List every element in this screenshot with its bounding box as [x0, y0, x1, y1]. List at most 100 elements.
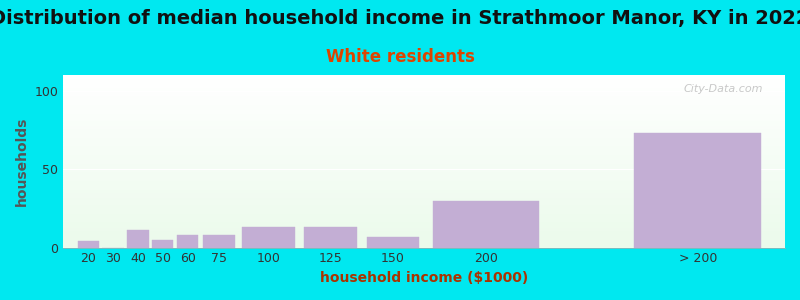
Bar	[63, 99, 785, 101]
Bar	[63, 84, 785, 85]
Bar	[63, 199, 785, 201]
Bar	[63, 137, 785, 139]
Bar	[63, 151, 785, 153]
Bar	[63, 178, 785, 180]
Bar	[63, 103, 785, 104]
Bar	[152, 240, 174, 248]
Bar	[63, 177, 785, 178]
Bar	[63, 132, 785, 134]
Bar	[63, 135, 785, 137]
Bar	[63, 120, 785, 122]
Bar	[203, 235, 234, 247]
Bar	[63, 125, 785, 127]
Bar	[63, 244, 785, 246]
Bar	[63, 153, 785, 154]
Bar	[63, 163, 785, 165]
Bar	[304, 227, 358, 247]
Bar	[63, 180, 785, 182]
Bar	[63, 156, 785, 158]
Bar	[63, 201, 785, 203]
Bar	[63, 75, 785, 77]
Bar	[63, 85, 785, 87]
Bar	[63, 224, 785, 225]
Bar	[63, 148, 785, 149]
Bar	[63, 236, 785, 237]
Bar	[63, 118, 785, 120]
Bar	[63, 170, 785, 172]
Bar	[63, 217, 785, 218]
Bar	[63, 158, 785, 160]
Bar	[63, 111, 785, 113]
Bar	[63, 220, 785, 222]
Text: City-Data.com: City-Data.com	[684, 84, 763, 94]
Bar	[63, 173, 785, 175]
Bar	[63, 246, 785, 247]
Bar	[63, 79, 785, 80]
Bar	[63, 206, 785, 208]
Bar	[63, 98, 785, 99]
Bar	[63, 130, 785, 132]
Bar	[63, 80, 785, 82]
Bar	[242, 227, 295, 247]
Bar	[63, 187, 785, 189]
Bar	[63, 175, 785, 177]
Bar	[63, 210, 785, 211]
Bar	[63, 218, 785, 220]
Bar	[63, 167, 785, 168]
Bar	[63, 89, 785, 91]
Bar	[634, 133, 762, 247]
Bar	[63, 232, 785, 234]
Bar	[63, 113, 785, 115]
Bar	[63, 227, 785, 229]
Y-axis label: households: households	[15, 117, 29, 206]
Bar	[63, 229, 785, 230]
Bar	[63, 182, 785, 184]
Bar	[63, 123, 785, 125]
Bar	[63, 106, 785, 108]
Bar	[63, 242, 785, 244]
Bar	[63, 204, 785, 206]
Text: White residents: White residents	[326, 48, 474, 66]
Bar	[63, 196, 785, 197]
Bar	[63, 128, 785, 130]
Bar	[63, 203, 785, 204]
Bar	[63, 194, 785, 196]
Bar	[63, 110, 785, 111]
Text: Distribution of median household income in Strathmoor Manor, KY in 2022: Distribution of median household income …	[0, 9, 800, 28]
Bar	[78, 241, 98, 248]
Bar	[177, 235, 198, 247]
Bar	[63, 91, 785, 92]
Bar	[63, 149, 785, 151]
Bar	[63, 190, 785, 192]
Bar	[63, 122, 785, 123]
Bar	[63, 222, 785, 224]
Bar	[63, 225, 785, 227]
Bar	[63, 237, 785, 239]
Bar	[63, 92, 785, 94]
Bar	[63, 108, 785, 109]
Bar	[63, 154, 785, 156]
Bar	[63, 142, 785, 144]
Bar	[366, 237, 419, 248]
Bar	[63, 161, 785, 163]
Bar	[63, 172, 785, 173]
Bar	[63, 165, 785, 167]
Bar	[63, 94, 785, 96]
Bar	[63, 116, 785, 118]
Bar	[63, 192, 785, 194]
Bar	[63, 208, 785, 210]
Bar	[63, 213, 785, 215]
Bar	[63, 115, 785, 116]
Bar	[63, 211, 785, 213]
X-axis label: household income ($1000): household income ($1000)	[320, 271, 528, 285]
Bar	[63, 230, 785, 232]
Bar	[63, 82, 785, 84]
Bar	[63, 239, 785, 241]
Bar	[63, 168, 785, 170]
Bar	[63, 146, 785, 148]
Bar	[63, 160, 785, 161]
Bar	[63, 144, 785, 146]
Bar	[63, 241, 785, 242]
Bar	[63, 189, 785, 190]
Bar	[63, 134, 785, 135]
